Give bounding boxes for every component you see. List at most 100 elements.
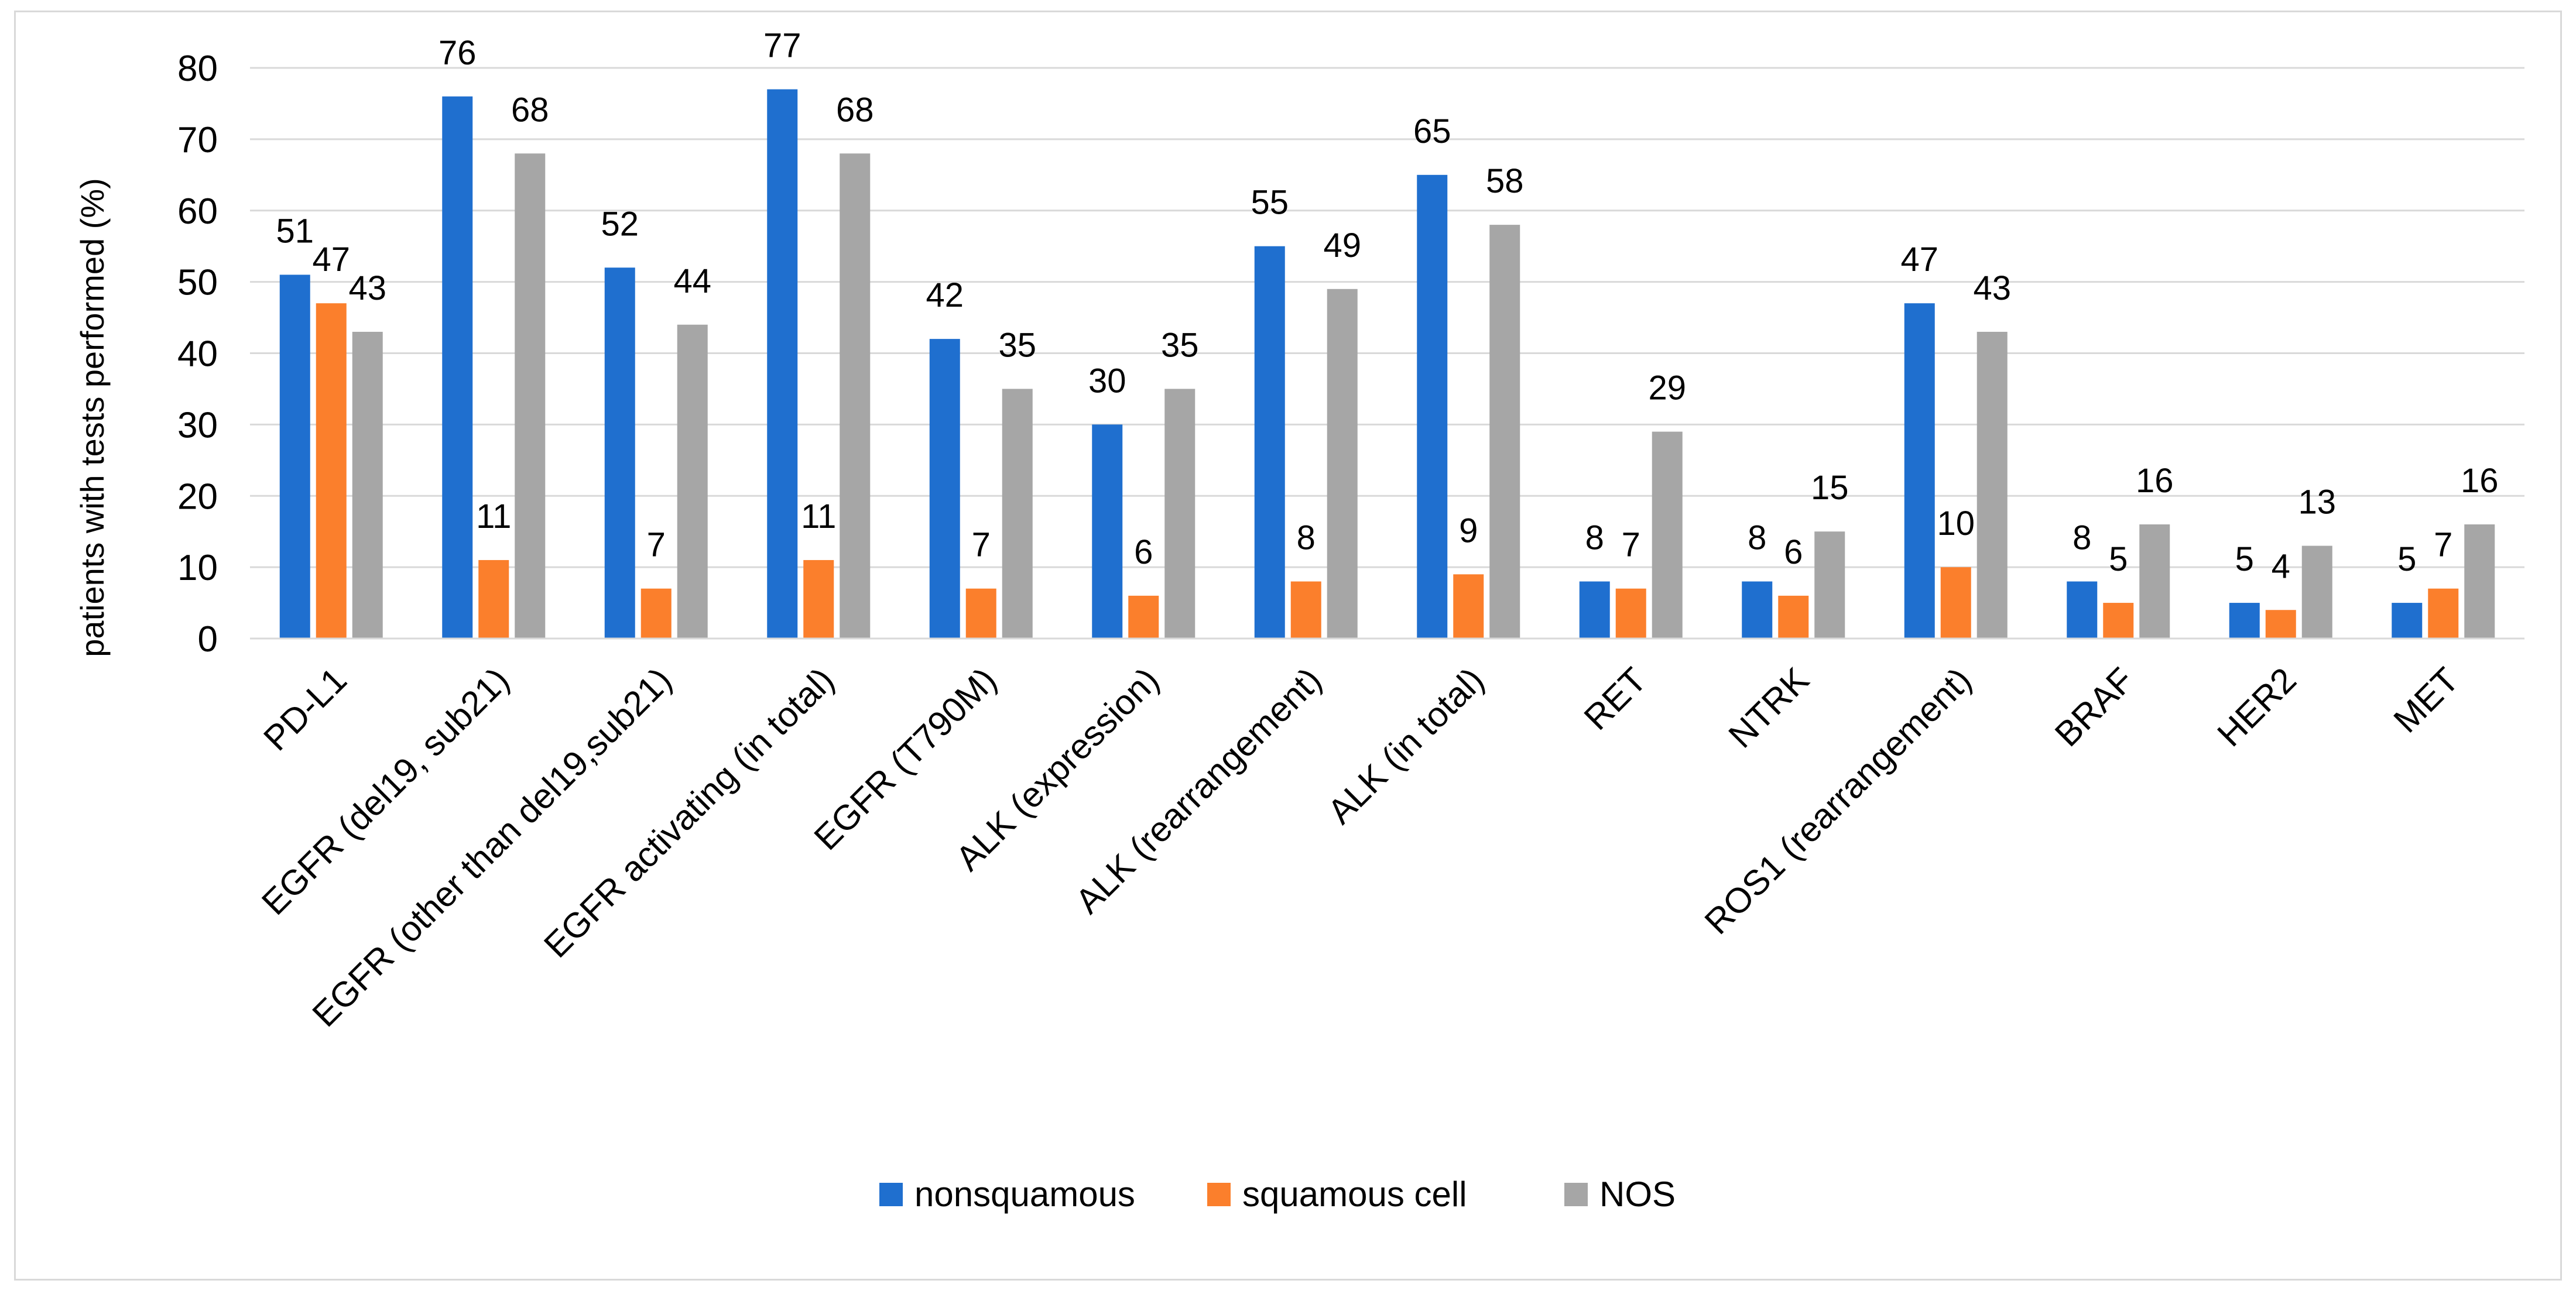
data-label: 30 [1088, 362, 1126, 400]
bars [279, 89, 2495, 639]
y-tick-label: 0 [198, 619, 218, 660]
y-axis-title: patients with tests performed (%) [74, 178, 111, 657]
data-label: 77 [763, 27, 801, 65]
y-tick-label: 40 [177, 334, 218, 375]
category-label: HER2 [2210, 660, 2304, 754]
data-label: 68 [511, 91, 549, 129]
bar-NOS [1652, 431, 1683, 639]
data-label: 43 [1973, 269, 2011, 307]
bar-NOS [2139, 524, 2170, 639]
data-label: 51 [276, 212, 314, 250]
data-label: 8 [1585, 519, 1604, 557]
data-label: 52 [601, 205, 639, 243]
bar-nonsquamous [279, 274, 310, 639]
category-label: BRAF [2047, 660, 2142, 754]
legend-swatch-squamous-cell [1207, 1183, 1231, 1206]
data-label: 6 [1784, 533, 1803, 571]
bar-NOS [1814, 531, 1845, 639]
y-tick-label: 20 [177, 476, 218, 517]
category-label: EGFR (other than del19,sub21) [305, 660, 679, 1034]
data-label: 16 [2136, 462, 2174, 500]
chart-frame: 0 10 20 30 40 50 60 70 80 patients with tests pe… [14, 11, 2562, 1281]
data-label: 44 [673, 262, 711, 300]
data-label: 15 [1811, 469, 1849, 507]
data-label: 7 [2434, 526, 2452, 564]
bar-squamous-cell [1778, 595, 1809, 639]
bar-NOS [1976, 331, 2008, 639]
y-axis-ticks: 0 10 20 30 40 50 60 70 80 [177, 49, 218, 660]
bar-squamous-cell [640, 588, 672, 639]
legend-label: squamous cell [1242, 1175, 1467, 1214]
legend-label: nonsquamous [914, 1175, 1135, 1214]
data-labels: 5147437611685274477116842735306355584965… [276, 27, 2498, 586]
y-tick-label: 10 [177, 548, 218, 588]
bar-squamous-cell [2103, 603, 2134, 639]
data-label: 7 [647, 526, 666, 564]
data-label: 8 [1297, 519, 1316, 557]
data-label: 5 [2397, 540, 2416, 578]
bar-NOS [840, 153, 871, 639]
bar-nonsquamous [1254, 246, 1285, 639]
category-label: NTRK [1721, 660, 1817, 756]
data-label: 47 [1900, 241, 1938, 279]
data-label: 35 [998, 326, 1036, 364]
bar-NOS [1327, 289, 1358, 639]
data-label: 7 [1622, 526, 1640, 564]
bar-nonsquamous [2229, 603, 2260, 639]
bar-squamous-cell [1128, 595, 1159, 639]
data-label: 9 [1459, 512, 1478, 550]
category-label: PD-L1 [256, 660, 354, 758]
bar-chart: 0 10 20 30 40 50 60 70 80 patients with tests pe… [74, 27, 2524, 1214]
data-label: 65 [1413, 112, 1451, 150]
bar-squamous-cell [965, 588, 996, 639]
data-label: 35 [1161, 326, 1199, 364]
data-label: 49 [1323, 226, 1361, 265]
bar-squamous-cell [478, 560, 509, 639]
bar-NOS [677, 324, 708, 639]
bar-NOS [2464, 524, 2495, 639]
data-label: 5 [2235, 540, 2254, 578]
data-label: 13 [2298, 483, 2336, 521]
bar-squamous-cell [2428, 588, 2459, 639]
data-label: 29 [1648, 369, 1686, 407]
bar-nonsquamous [2392, 603, 2423, 639]
y-tick-label: 50 [177, 263, 218, 303]
data-label: 7 [972, 526, 991, 564]
legend-swatch-NOS [1564, 1183, 1588, 1206]
bar-squamous-cell [1290, 581, 1321, 639]
bar-nonsquamous [767, 89, 798, 639]
bar-NOS [1489, 225, 1520, 639]
bar-squamous-cell [1940, 567, 1971, 639]
legend-label: NOS [1599, 1175, 1676, 1214]
category-label: ROS1 (rearrangement) [1697, 660, 1979, 942]
data-label: 11 [801, 497, 836, 536]
data-label: 58 [1486, 162, 1524, 200]
data-label: 8 [2073, 519, 2091, 557]
data-label: 11 [476, 497, 511, 536]
data-label: 4 [2272, 547, 2290, 585]
gridlines [250, 67, 2524, 568]
data-label: 47 [312, 241, 350, 279]
data-label: 10 [1937, 504, 1975, 543]
data-label: 42 [926, 276, 964, 314]
legend-swatch-nonsquamous [879, 1183, 903, 1206]
bar-NOS [515, 153, 546, 639]
y-tick-label: 60 [177, 191, 218, 232]
data-label: 76 [439, 34, 477, 72]
data-label: 16 [2461, 462, 2499, 500]
bar-squamous-cell [1615, 588, 1646, 639]
data-label: 6 [1134, 533, 1153, 571]
y-tick-label: 80 [177, 49, 218, 89]
bar-NOS [352, 331, 383, 639]
bar-squamous-cell [316, 303, 347, 639]
bar-nonsquamous [1092, 424, 1123, 639]
data-label: 43 [348, 269, 386, 307]
bar-nonsquamous [1742, 581, 1773, 639]
bar-nonsquamous [604, 267, 635, 639]
data-label: 68 [836, 91, 874, 129]
category-label: MET [2386, 660, 2467, 740]
bar-squamous-cell [2265, 610, 2296, 639]
bar-NOS [1164, 389, 1195, 639]
y-tick-label: 30 [177, 405, 218, 445]
bar-nonsquamous [1579, 581, 1610, 639]
